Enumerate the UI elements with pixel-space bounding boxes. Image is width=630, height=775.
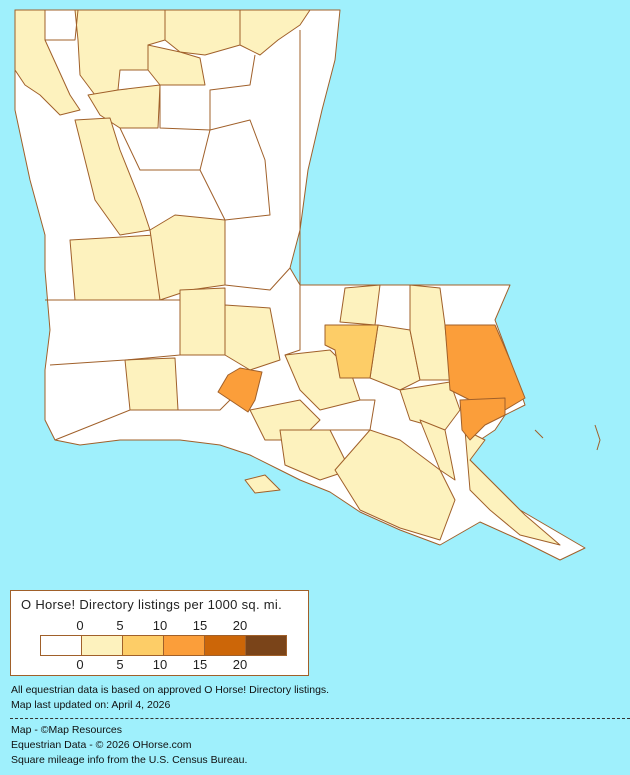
legend-tick-bottom: 15 [192, 657, 208, 672]
parish-line [284, 285, 301, 356]
parish-light [179, 287, 226, 356]
data-basis-note: All equestrian data is based on approved… [11, 684, 330, 696]
data-credit: Equestrian Data - © 2026 OHorse.com [11, 739, 192, 751]
parish-line [199, 119, 271, 221]
parish-light [69, 234, 161, 301]
legend-swatch [246, 636, 286, 655]
legend-swatch [123, 636, 164, 655]
parish-orange [217, 367, 263, 413]
barrier-islands [534, 424, 601, 451]
legend-swatch [41, 636, 82, 655]
legend-color-bar [40, 635, 287, 656]
legend-swatch [164, 636, 205, 655]
legend-tick-top: 0 [76, 618, 84, 633]
parish-light [339, 284, 381, 326]
parish-light [14, 9, 81, 116]
legend-swatch [205, 636, 246, 655]
legend-swatch [82, 636, 123, 655]
parish-light [334, 429, 456, 541]
legend-tick-top: 10 [152, 618, 168, 633]
parish-light [87, 84, 161, 129]
parish-line [224, 267, 291, 291]
parish-orange [444, 324, 526, 411]
legend-tick-bottom: 10 [152, 657, 168, 672]
parish-line [330, 399, 376, 431]
parish-light [464, 429, 561, 546]
map-credit: Map - ©Map Resources [11, 724, 123, 736]
divider [10, 718, 630, 719]
parish-line [45, 9, 79, 41]
parish-light [419, 419, 456, 481]
legend-tick-top: 20 [232, 618, 248, 633]
legend: O Horse! Directory listings per 1000 sq.… [10, 590, 309, 676]
parish-line [178, 399, 231, 411]
parish-light [224, 304, 281, 371]
parish-light [124, 357, 179, 411]
legend-tick-bottom: 5 [116, 657, 124, 672]
parish-light [147, 44, 206, 86]
parish-line [45, 299, 181, 366]
legend-tick-top: 5 [116, 618, 124, 633]
parish-line [119, 127, 211, 171]
legend-tick-bottom: 0 [76, 657, 84, 672]
parish-line [159, 54, 256, 131]
parish-light [279, 429, 351, 481]
legend-tick-top: 15 [192, 618, 208, 633]
parish-light [399, 381, 461, 431]
louisiana-parish-map [14, 9, 601, 561]
parish-light [244, 474, 281, 494]
legend-title: O Horse! Directory listings per 1000 sq.… [21, 597, 283, 612]
last-updated-note: Map last updated on: April 4, 2026 [11, 699, 171, 711]
parish-medium [324, 324, 379, 379]
parish-light [239, 9, 311, 56]
parish-orange [459, 397, 506, 441]
parish-line [54, 409, 131, 441]
legend-tick-bottom: 20 [232, 657, 248, 672]
parish-light [164, 9, 241, 56]
census-credit: Square mileage info from the U.S. Census… [11, 754, 248, 766]
